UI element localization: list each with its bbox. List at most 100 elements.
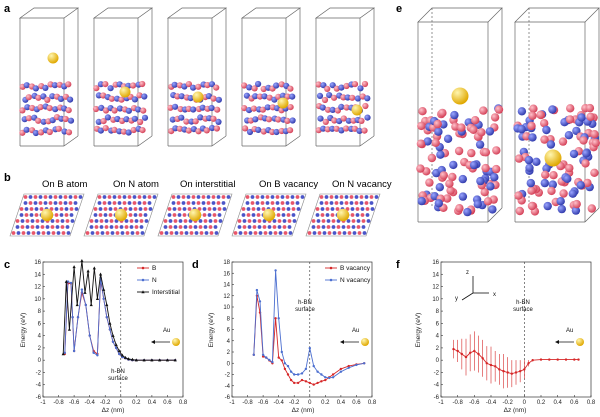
box-edge <box>63 135 79 147</box>
lattice-atom <box>117 201 122 205</box>
f-data-point <box>452 347 455 351</box>
atom <box>443 134 453 143</box>
atom <box>100 118 107 125</box>
lattice-atom <box>344 201 349 205</box>
lattice-atom <box>208 225 213 229</box>
c-series-line-3 <box>62 260 176 361</box>
lattice-atom <box>255 195 260 199</box>
f-data-point <box>531 359 534 362</box>
lattice-atom <box>276 207 281 211</box>
c-data-point <box>67 327 72 331</box>
top-view-1 <box>9 193 85 237</box>
d-y-tick-label: 12 <box>223 294 230 300</box>
d-y-tick-label: 8 <box>227 316 231 322</box>
atom <box>176 125 183 132</box>
d-y-tick-label: 4 <box>227 339 231 345</box>
atom <box>434 127 443 136</box>
lattice-atom <box>342 231 347 235</box>
d-data-point <box>312 364 315 368</box>
lattice-atom <box>65 225 70 229</box>
d-data-point <box>286 373 290 376</box>
lattice-atom <box>272 219 277 223</box>
lattice-atom <box>179 231 184 235</box>
atom <box>532 157 541 166</box>
lattice-atom <box>260 201 265 205</box>
atom <box>527 201 537 211</box>
f-data-point <box>469 351 472 354</box>
f-y-tick-label: 12 <box>432 285 439 291</box>
atom <box>576 181 585 190</box>
atom <box>356 127 363 134</box>
lattice-atom <box>285 201 290 205</box>
lattice-atom <box>350 207 355 211</box>
atom <box>591 138 600 148</box>
amorphous-box-1 <box>416 7 504 223</box>
atom <box>587 204 596 213</box>
lattice-atom <box>350 213 355 217</box>
atom <box>565 115 575 124</box>
lattice-atom <box>316 219 321 223</box>
c-y-tick-label: 6 <box>38 321 42 327</box>
d-surface-label-1: h-BN <box>298 300 312 306</box>
c-data-point <box>108 321 112 325</box>
atom <box>582 149 591 158</box>
lattice-atom <box>237 219 242 223</box>
atom <box>571 206 581 215</box>
atom <box>205 93 212 100</box>
atom <box>40 118 47 125</box>
d-data-point <box>274 269 277 272</box>
lattice-atom <box>110 231 115 235</box>
lattice-atom <box>194 231 199 235</box>
atom <box>130 126 137 134</box>
d-y-tick-label: 14 <box>223 283 230 289</box>
lattice-atom <box>99 225 104 229</box>
lattice-atom <box>40 225 45 229</box>
lattice-atom <box>273 231 278 235</box>
f-plot-frame <box>440 261 592 398</box>
c-data-point <box>83 290 87 294</box>
f-axis-z-label: z <box>466 270 469 276</box>
atom <box>351 81 359 88</box>
lattice-atom <box>213 225 218 229</box>
lattice-atom <box>172 213 177 217</box>
c-data-point <box>80 258 84 262</box>
atom <box>55 125 62 132</box>
d-y-tick-label: 16 <box>223 271 230 277</box>
lattice-atom <box>256 213 261 217</box>
f-x-tick-label: -0.2 <box>502 400 513 406</box>
lattice-atom <box>242 219 247 223</box>
lattice-atom <box>127 201 132 205</box>
atom <box>187 95 194 102</box>
d-data-point <box>293 373 296 376</box>
atom <box>417 196 426 206</box>
lattice-atom <box>295 201 300 205</box>
atom <box>242 125 249 132</box>
d-y-tick-label: -4 <box>225 384 231 390</box>
lattice-atom <box>137 195 142 199</box>
d-y-tick-label: -2 <box>225 373 231 379</box>
lattice-atom <box>281 207 286 211</box>
f-x-tick-label: -0.6 <box>469 400 480 406</box>
lattice-atom <box>11 231 16 235</box>
lattice-atom <box>19 213 24 217</box>
lattice-atom <box>330 213 335 217</box>
lattice-atom <box>176 195 181 199</box>
atom <box>123 116 130 123</box>
lattice-atom <box>54 213 59 217</box>
lattice-atom <box>320 213 325 217</box>
f-surface-label-1: h-BN <box>516 300 530 306</box>
d-data-point <box>255 288 259 292</box>
lattice-atom <box>243 231 248 235</box>
lattice-atom <box>300 195 305 199</box>
atom <box>514 154 524 163</box>
atom <box>361 127 368 134</box>
lattice-atom <box>112 195 117 199</box>
lattice-atom <box>346 225 351 229</box>
atom <box>259 106 266 113</box>
atom <box>418 107 427 116</box>
lattice-atom <box>186 201 191 205</box>
atom <box>528 111 537 121</box>
atom <box>49 93 56 100</box>
atom <box>93 85 100 92</box>
lattice-atom <box>354 201 359 205</box>
